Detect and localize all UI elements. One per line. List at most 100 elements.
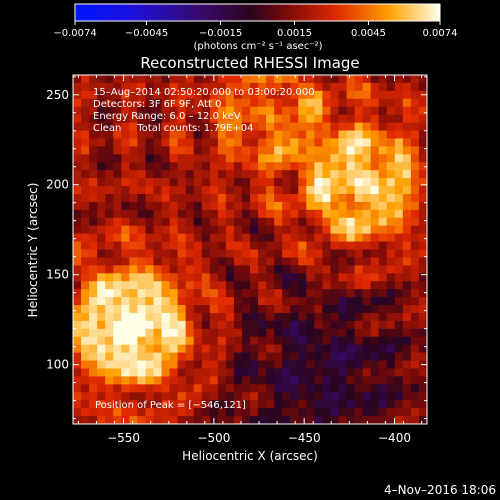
heatmap-cell xyxy=(282,154,291,163)
heatmap-cell xyxy=(290,98,299,108)
heatmap-cell xyxy=(258,289,267,298)
heatmap-cell xyxy=(217,193,227,203)
heatmap-cell xyxy=(201,320,211,330)
heatmap-cell xyxy=(266,186,275,195)
heatmap-cell xyxy=(338,249,347,258)
heatmap-cell xyxy=(378,106,388,116)
heatmap-cell xyxy=(298,257,307,266)
heatmap-cell xyxy=(338,170,347,179)
heatmap-cell xyxy=(177,146,187,155)
heatmap-cell xyxy=(81,328,90,338)
heatmap-cell xyxy=(193,217,203,227)
heatmap-cell xyxy=(274,352,283,361)
detectors-annotation: Detectors: 3F 6F 9F, Att 0 xyxy=(93,99,221,110)
heatmap-cell xyxy=(121,257,130,266)
heatmap-cell xyxy=(153,114,162,123)
heatmap-cell xyxy=(169,384,178,393)
heatmap-cell xyxy=(81,416,90,425)
heatmap-cell xyxy=(402,281,412,290)
heatmap-cell xyxy=(290,273,299,282)
heatmap-cell xyxy=(314,82,323,92)
heatmap-cell xyxy=(161,75,170,84)
heatmap-cell xyxy=(362,320,372,330)
heatmap-cell xyxy=(370,146,380,155)
heatmap-cell xyxy=(330,297,339,306)
heatmap-cell xyxy=(193,122,203,131)
heatmap-cell xyxy=(282,114,291,123)
heatmap-cell xyxy=(73,368,82,377)
heatmap-cell xyxy=(241,186,251,195)
heatmap-cell xyxy=(209,209,219,219)
heatmap-cell xyxy=(314,233,323,242)
heatmap-cell xyxy=(145,233,154,242)
heatmap-cell xyxy=(410,146,420,155)
heatmap-cell xyxy=(121,170,130,179)
heatmap-cell xyxy=(201,170,211,179)
heatmap-cell xyxy=(330,289,339,298)
heatmap-cell xyxy=(346,90,355,100)
heatmap-cell xyxy=(97,249,106,258)
heatmap-cell xyxy=(338,241,347,250)
heatmap-cell xyxy=(233,368,243,377)
heatmap-cell xyxy=(394,312,404,322)
heatmap-cell xyxy=(394,400,404,409)
heatmap-cell xyxy=(250,146,259,155)
heatmap-cell xyxy=(338,90,347,100)
heatmap-cell xyxy=(209,178,219,187)
heatmap-cell xyxy=(346,233,355,242)
heatmap-cell xyxy=(201,122,211,131)
heatmap-cell xyxy=(105,249,114,258)
heatmap-cell xyxy=(418,217,428,227)
heatmap-cell xyxy=(274,408,283,417)
heatmap-cell xyxy=(201,209,211,219)
heatmap-cell xyxy=(81,336,90,346)
heatmap-cell xyxy=(362,265,372,274)
heatmap-cell xyxy=(121,201,130,211)
heatmap-cell xyxy=(217,154,227,163)
heatmap-cell xyxy=(282,400,291,409)
heatmap-cell xyxy=(378,344,388,354)
heatmap-cell xyxy=(386,257,396,266)
heatmap-cell xyxy=(185,178,195,187)
heatmap-cell xyxy=(282,146,291,155)
heatmap-cell xyxy=(378,265,388,274)
heatmap-cell xyxy=(73,376,82,385)
heatmap-cell xyxy=(97,162,106,171)
time-range-annotation: 15–Aug–2014 02:50:20.000 to 03:00:20.000 xyxy=(93,87,315,98)
heatmap-cell xyxy=(306,352,315,361)
heatmap-cell xyxy=(274,122,283,131)
heatmap-cell xyxy=(378,305,388,314)
heatmap-cell xyxy=(266,281,275,290)
heatmap-cell xyxy=(282,249,291,258)
heatmap-cell xyxy=(314,106,323,116)
heatmap-cell xyxy=(282,241,291,250)
heatmap-cell xyxy=(266,408,275,417)
heatmap-cell xyxy=(274,138,283,147)
heatmap-cell xyxy=(274,249,283,258)
heatmap-cell xyxy=(225,320,235,330)
heatmap-cell xyxy=(274,328,283,338)
heatmap-cell xyxy=(370,249,380,258)
heatmap-cell xyxy=(217,336,227,346)
heatmap-cell xyxy=(129,225,138,235)
heatmap-cell xyxy=(121,114,130,123)
heatmap-cell xyxy=(105,257,114,266)
heatmap-cell xyxy=(225,257,235,266)
heatmap-cell xyxy=(410,265,420,274)
heatmap-cell xyxy=(81,376,90,385)
heatmap-cell xyxy=(185,416,195,425)
heatmap-cell xyxy=(410,162,420,171)
heatmap-cell xyxy=(314,122,323,131)
heatmap-cell xyxy=(314,368,323,377)
heatmap-cell xyxy=(241,225,251,235)
heatmap-cell xyxy=(161,336,170,346)
heatmap-cell xyxy=(81,400,90,409)
heatmap-cell xyxy=(418,241,428,250)
heatmap-cell xyxy=(201,344,211,354)
heatmap-cell xyxy=(290,233,299,242)
heatmap-cell xyxy=(306,289,315,298)
heatmap-cell xyxy=(193,400,203,409)
heatmap-cell xyxy=(306,178,315,187)
heatmap-cell xyxy=(97,281,106,290)
heatmap-cell xyxy=(113,360,122,369)
